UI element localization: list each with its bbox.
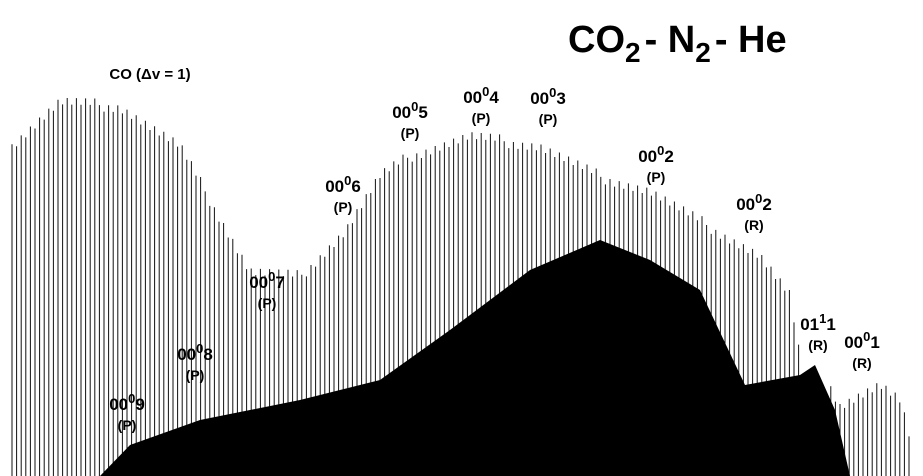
band-tail: 5 — [418, 103, 427, 122]
band-branch: (P) — [186, 367, 205, 383]
band-branch: (R) — [852, 355, 871, 371]
band-tail: 1 — [870, 333, 879, 352]
band-sup: 0 — [863, 329, 870, 344]
spectrum — [10, 98, 923, 476]
band-base: 00 — [392, 103, 411, 122]
band-tail: 8 — [203, 345, 212, 364]
band-labels: 0009(P)0008(P)0007(P)0006(P)0005(P)0004(… — [109, 84, 880, 433]
figure-title: CO2- N2- He — [568, 19, 787, 68]
band-label: 0001 — [844, 329, 880, 352]
band-label: 0009 — [109, 391, 145, 414]
band-base: 00 — [736, 195, 755, 214]
title-part: CO — [568, 19, 625, 61]
band-sup: 0 — [755, 191, 762, 206]
band-base: 00 — [249, 273, 268, 292]
band-sup: 0 — [482, 84, 489, 99]
band-label: 0008 — [177, 341, 213, 364]
band-tail: 1 — [826, 315, 835, 334]
band-tail: 2 — [664, 147, 673, 166]
band-branch: (P) — [401, 125, 420, 141]
band-sup: 0 — [411, 99, 418, 114]
band-sup: 0 — [128, 391, 135, 406]
band-base: 01 — [800, 315, 819, 334]
dense-emission — [10, 240, 923, 476]
band-branch: (P) — [472, 110, 491, 126]
band-tail: 9 — [135, 395, 144, 414]
band-base: 00 — [109, 395, 128, 414]
band-base: 00 — [844, 333, 863, 352]
band-branch: (P) — [539, 111, 558, 127]
band-base: 00 — [177, 345, 196, 364]
band-label: 0002 — [736, 191, 772, 214]
band-branch: (P) — [647, 169, 666, 185]
band-base: 00 — [530, 89, 549, 108]
band-label: 0005 — [392, 99, 428, 122]
band-branch: (R) — [808, 337, 827, 353]
band-branch: (R) — [744, 217, 763, 233]
band-base: 00 — [325, 177, 344, 196]
band-tail: 7 — [275, 273, 284, 292]
band-branch: (P) — [334, 199, 353, 215]
co-label: CO (Δv = 1) — [109, 66, 190, 83]
band-sup: 1 — [819, 311, 826, 326]
band-sup: 0 — [196, 341, 203, 356]
band-base: 00 — [638, 147, 657, 166]
band-sup: 0 — [549, 85, 556, 100]
band-sup: 0 — [344, 173, 351, 188]
band-base: 00 — [463, 88, 482, 107]
band-label: 0111 — [800, 311, 836, 334]
band-branch: (P) — [258, 295, 277, 311]
band-label: 0007 — [249, 269, 285, 292]
title-sub: 2 — [695, 37, 711, 68]
band-label: 0004 — [463, 84, 499, 107]
band-branch: (P) — [118, 417, 137, 433]
band-tail: 3 — [556, 89, 565, 108]
title-part: - He — [715, 19, 787, 61]
band-label: 0002 — [638, 143, 674, 166]
band-label: 0006 — [325, 173, 361, 196]
band-tail: 4 — [489, 88, 499, 107]
band-tail: 2 — [762, 195, 771, 214]
band-sup: 0 — [268, 269, 275, 284]
band-label: 0003 — [530, 85, 566, 108]
title-sub: 2 — [625, 37, 641, 68]
band-sup: 0 — [657, 143, 664, 158]
title-part: - N — [645, 19, 696, 61]
band-tail: 6 — [351, 177, 360, 196]
